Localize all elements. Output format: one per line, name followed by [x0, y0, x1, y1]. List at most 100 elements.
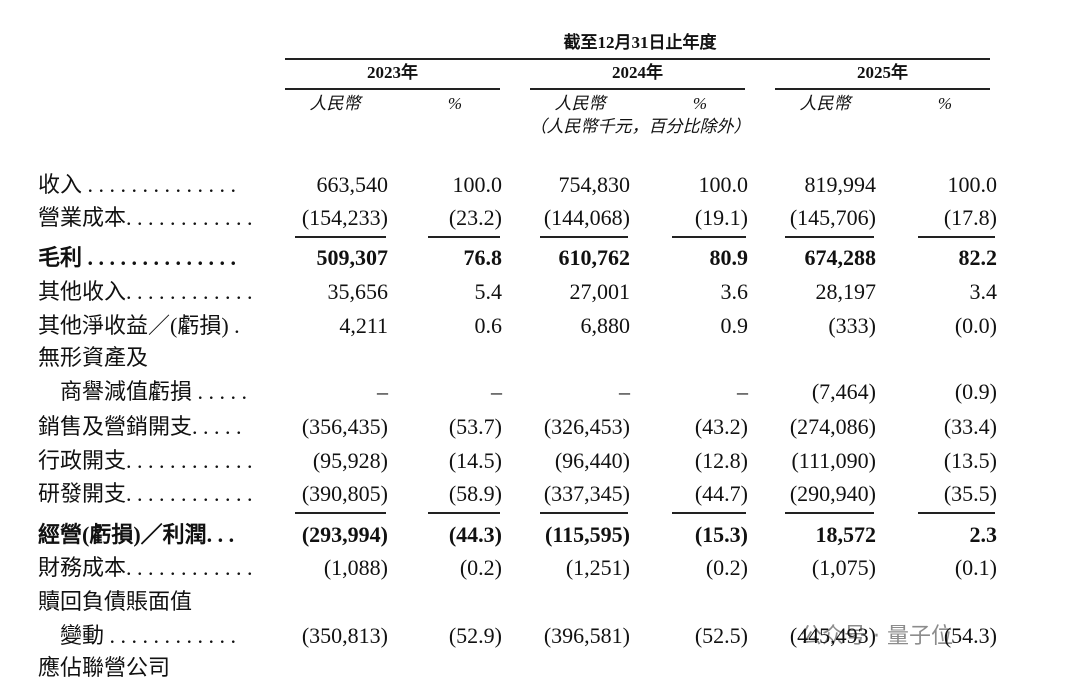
- cell-value: (154,233): [301, 205, 388, 230]
- cell-value: (0.2): [705, 555, 748, 580]
- cell-value: (95,928): [312, 448, 388, 473]
- cell-value: (0.1): [954, 555, 997, 580]
- subtotal-rule: [295, 512, 386, 514]
- cell-value: 18,572: [815, 522, 877, 547]
- cell-value: (290,940): [789, 481, 876, 506]
- cell-value: (1,088): [323, 555, 388, 580]
- cell-value: 100.0: [452, 172, 503, 197]
- cell-value: (111,090): [791, 448, 876, 473]
- percent-header: %: [447, 94, 463, 113]
- cell-value: (326,453): [543, 414, 630, 439]
- cell-value: (390,805): [301, 481, 388, 506]
- subtotal-rule: [672, 512, 746, 514]
- cell-value: (396,581): [543, 623, 630, 648]
- cell-value: (0.9): [954, 379, 997, 404]
- cell-value: (44.7): [694, 481, 748, 506]
- cell-value: (14.5): [448, 448, 502, 473]
- cell-value: 0.9: [720, 313, 749, 338]
- subtotal-rule: [785, 512, 874, 514]
- cell-value: (44.3): [448, 522, 502, 547]
- cell-value: 5.4: [474, 279, 503, 304]
- cell-value: (96,440): [554, 448, 630, 473]
- cell-value: (33.4): [943, 414, 997, 439]
- row-label: 毛利 . . . . . . . . . . . . . .: [38, 245, 237, 270]
- cell-value: (54.3): [943, 623, 997, 648]
- cell-value: (356,435): [301, 414, 388, 439]
- cell-value: (35.5): [943, 481, 997, 506]
- row-label: 行政開支. . . . . . . . . . . .: [38, 448, 253, 473]
- cell-value: (145,706): [789, 205, 876, 230]
- cell-value: –: [619, 379, 630, 404]
- cell-value: (445,493): [789, 623, 876, 648]
- cell-value: 76.8: [463, 245, 503, 270]
- row-label: 營業成本. . . . . . . . . . . .: [38, 205, 253, 230]
- watermark: 公众号 · 量子位: [800, 624, 953, 649]
- cell-value: (13.5): [943, 448, 997, 473]
- year-rule: [285, 88, 500, 90]
- cell-value: 4,211: [339, 313, 388, 338]
- year-rule: [775, 88, 990, 90]
- cell-value: 6,880: [580, 313, 631, 338]
- percent-header: %: [937, 94, 953, 113]
- cell-value: 3.6: [720, 279, 749, 304]
- cell-value: 80.9: [709, 245, 749, 270]
- cell-value: (337,345): [543, 481, 630, 506]
- cell-value: (0.0): [954, 313, 997, 338]
- subtotal-rule: [428, 236, 500, 238]
- cell-value: (1,251): [565, 555, 630, 580]
- cell-value: (58.9): [448, 481, 502, 506]
- subtotal-rule: [295, 236, 386, 238]
- cell-value: 100.0: [947, 172, 998, 197]
- cell-value: (1,075): [811, 555, 876, 580]
- header-rule: [285, 58, 990, 60]
- cell-value: (274,086): [789, 414, 876, 439]
- cell-value: 754,830: [558, 172, 631, 197]
- cell-value: 610,762: [558, 245, 631, 270]
- row-label: 商譽減值虧損 . . . . .: [60, 379, 248, 404]
- cell-value: (115,595): [545, 522, 630, 547]
- cell-value: (350,813): [301, 623, 388, 648]
- cell-value: 27,001: [569, 279, 631, 304]
- cell-value: (17.8): [943, 205, 997, 230]
- row-label: 無形資產及: [38, 345, 149, 370]
- subtotal-rule: [918, 236, 995, 238]
- subtotal-rule: [540, 512, 628, 514]
- currency-header: 人民幣: [309, 94, 361, 113]
- subtotal-rule: [540, 236, 628, 238]
- percent-header: %: [692, 94, 708, 113]
- period-header: 截至12月31日止年度: [563, 33, 717, 52]
- cell-value: (53.7): [448, 414, 502, 439]
- currency-header: 人民幣: [799, 94, 851, 113]
- cell-value: 663,540: [316, 172, 389, 197]
- cell-value: (52.9): [448, 623, 502, 648]
- currency-header: 人民幣: [554, 94, 606, 113]
- cell-value: 82.2: [958, 245, 998, 270]
- year-header: 2023年: [367, 63, 418, 82]
- cell-value: (333): [828, 313, 876, 338]
- subtotal-rule: [918, 512, 995, 514]
- cell-value: 3.4: [969, 279, 998, 304]
- cell-value: –: [491, 379, 502, 404]
- cell-value: 674,288: [804, 245, 877, 270]
- cell-value: –: [377, 379, 388, 404]
- row-label: 研發開支. . . . . . . . . . . .: [38, 481, 253, 506]
- subtotal-rule: [672, 236, 746, 238]
- row-label: 經營(虧損)／利潤. . .: [38, 522, 235, 547]
- cell-value: (23.2): [448, 205, 502, 230]
- cell-value: (0.2): [459, 555, 502, 580]
- row-label: 財務成本. . . . . . . . . . . .: [38, 555, 253, 580]
- row-label: 其他收入. . . . . . . . . . . .: [38, 279, 253, 304]
- cell-value: (19.1): [694, 205, 748, 230]
- unit-note: （人民幣千元，百分比除外）: [529, 117, 751, 136]
- row-label: 收入 . . . . . . . . . . . . . .: [38, 172, 237, 197]
- row-label: 銷售及營銷開支. . . . .: [38, 414, 242, 439]
- cell-value: 819,994: [804, 172, 877, 197]
- cell-value: (15.3): [694, 522, 748, 547]
- cell-value: (12.8): [694, 448, 748, 473]
- year-header: 2025年: [857, 63, 908, 82]
- cell-value: (52.5): [694, 623, 748, 648]
- cell-value: 100.0: [698, 172, 749, 197]
- year-rule: [530, 88, 745, 90]
- cell-value: (7,464): [811, 379, 876, 404]
- cell-value: (144,068): [543, 205, 630, 230]
